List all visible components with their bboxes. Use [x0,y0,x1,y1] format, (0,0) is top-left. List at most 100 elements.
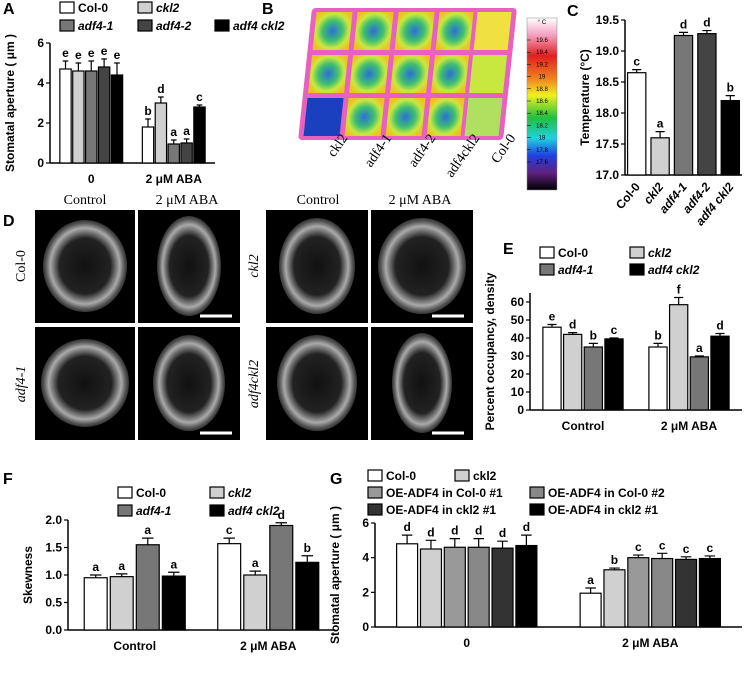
y-tick-label: 20 [511,367,525,381]
bar [515,544,538,628]
x-tick-label: 2 μM ABA [240,639,297,653]
error-bar [62,60,69,69]
legend-label: ckl2 [228,486,252,500]
bar [443,546,466,628]
x-tick-label: 2 μM ABA [661,419,718,433]
x-tick-label: Control [113,639,156,653]
significance-letter: c [611,323,618,337]
error-bar [725,95,735,101]
legend-label: ckl2 [156,1,180,15]
legend-label: adf4-1 [78,19,114,33]
bar [562,333,583,411]
significance-letter: b [590,328,597,342]
legend-swatch [137,19,153,32]
error-bar [588,342,598,347]
significance-letter: a [252,556,259,570]
micrograph-grid [35,210,473,440]
bar [651,557,674,628]
error-bar [89,574,102,578]
legend-swatch [529,486,545,499]
legend-swatch [367,486,383,499]
bar [698,557,721,628]
significance-letter: d [680,17,687,31]
significance-letter: d [569,318,576,332]
error-bar [609,337,619,339]
bar [110,74,124,164]
legend-swatch [367,503,383,516]
significance-letter: e [101,44,108,58]
significance-letter: d [451,524,458,538]
y-tick-label: 4 [37,76,44,90]
colorbar-tick-label: 18.2 [536,123,548,129]
error-bar [145,118,151,127]
y-tick-label: 50 [511,313,525,327]
significance-letter: d [499,526,506,540]
legend-label: OE-ADF4 in ckl2 #1 [386,503,496,517]
legend-swatch [539,246,555,259]
significance-letter: d [403,520,410,534]
bar [59,68,72,164]
legend-swatch [454,469,470,482]
significance-letter: e [75,48,82,62]
error-bar [653,342,663,347]
legend-swatch [59,19,75,32]
significance-letter: a [657,117,664,131]
significance-letter: d [427,525,434,539]
y-axis-label: Stomatal aperture ( μm ) [3,34,17,172]
y-tick-label: 40 [511,331,525,345]
error-bar [449,538,461,548]
x-tick-label: Col-0 [613,180,643,212]
significance-letter: a [170,125,177,139]
bar [161,575,186,631]
colorbar-tick-label: 18.6 [536,99,548,105]
error-bar [678,31,689,36]
bar [154,102,168,164]
bar [627,557,650,628]
row-label: adf4-1 [14,366,29,403]
error-bar [674,296,684,305]
bar [673,34,694,176]
significance-letter: a [144,523,151,537]
legend-label: adf4-1 [136,504,172,518]
legend-label: Col-0 [558,246,588,260]
bar [97,66,111,164]
significance-letter: c [196,90,203,104]
bar [689,356,710,411]
bar [167,143,181,164]
error-bar [473,538,484,548]
y-tick-label: 17.0 [596,168,620,182]
colorbar [526,17,558,191]
y-tick-label: 17.5 [596,137,620,151]
error-bar [275,522,287,526]
error-bar [196,104,203,107]
significance-letter: d [157,82,164,96]
x-tick-label: 2 μM ABA [622,636,679,650]
significance-letter: c [659,538,666,552]
significance-letter: e [62,46,69,60]
error-bar [170,139,177,144]
legend-swatch [209,486,225,499]
bar [295,561,320,631]
error-bar [633,554,644,558]
error-bar [301,555,314,563]
panel-letter: D [3,213,15,230]
error-bar [88,60,95,71]
error-bar [656,552,668,559]
significance-letter: d [703,16,710,30]
significance-letter: a [170,557,177,571]
colorbar-tick-label: 18.8 [536,87,548,93]
error-bar [715,332,725,337]
error-bar [158,96,164,103]
x-tick-label: 2 μM ABA [146,172,203,186]
error-bar [655,131,665,138]
y-axis-label: Skewness [21,546,35,604]
row-label: Col-0 [14,250,29,282]
error-bar [142,537,154,545]
x-tick-label: 0 [463,636,470,650]
bar [668,304,689,411]
significance-letter: a [696,341,703,355]
panel-letter: A [3,1,15,18]
bar [648,346,668,411]
significance-letter: b [727,81,734,95]
